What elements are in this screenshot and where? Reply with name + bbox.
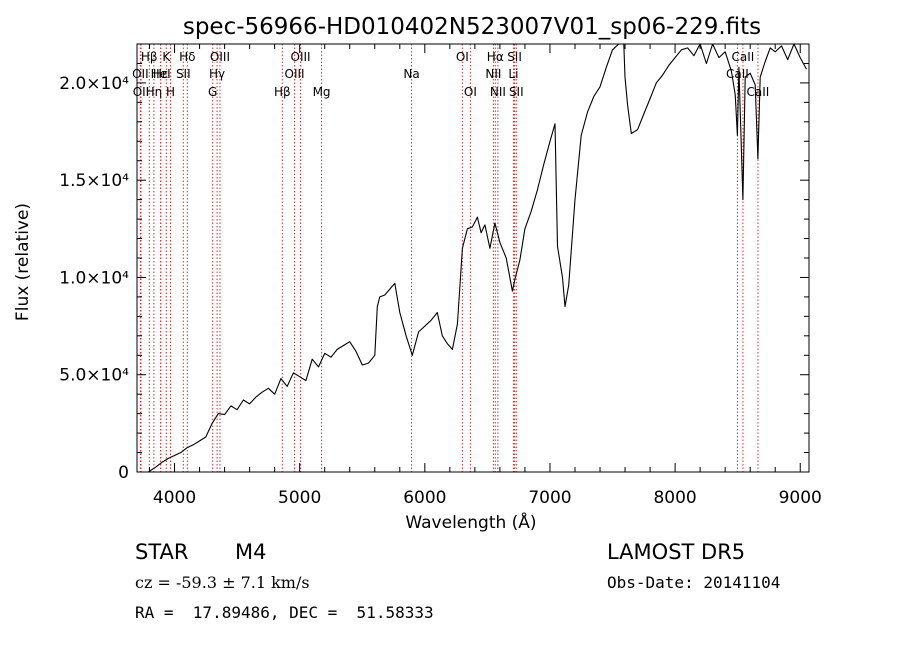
spectral-line-label: G	[208, 85, 217, 99]
object-class: STAR	[135, 540, 189, 564]
spectral-line-label: HeI	[151, 67, 171, 81]
spectral-line-label: OI	[456, 50, 469, 64]
chart-title: spec-56966-HD010402N523007V01_sp06-229.f…	[183, 14, 761, 40]
y-tick-label: 1.5×10⁴	[59, 171, 129, 191]
spectral-line-label: Hδ	[179, 50, 195, 64]
spectral-line-label: SII	[507, 50, 522, 64]
spectral-line-label: CaII	[732, 50, 755, 64]
obs-date: Obs-Date: 20141104	[607, 573, 781, 592]
spectral-line-label: OI	[464, 85, 477, 99]
y-axis-label: Flux (relative)	[13, 203, 33, 321]
y-tick-label: 0	[118, 463, 129, 483]
survey-name: LAMOST DR5	[607, 540, 746, 564]
spectral-line-label: OIII	[210, 50, 230, 64]
redshift-info: cz = -59.3 ± 7.1 km/s	[135, 573, 310, 592]
spectral-line-label: Hε	[153, 67, 169, 81]
spectral-line-label: NII	[490, 85, 506, 99]
y-tick-label: 2.0×10⁴	[59, 74, 129, 94]
spectral-line-label: OII	[132, 67, 149, 81]
spectrum-line	[147, 43, 807, 473]
spectral-line-label: Na	[403, 67, 419, 81]
x-tick-label: 4000	[153, 488, 196, 508]
spectral-line-label: Hα	[487, 50, 504, 64]
spectral-line-label: SII	[176, 67, 191, 81]
x-tick-label: 8000	[653, 488, 696, 508]
x-tick-label: 7000	[528, 488, 571, 508]
x-axis-label: Wavelength (Å)	[405, 511, 536, 533]
coordinates: RA = 17.89486, DEC = 51.58333	[135, 603, 434, 622]
spectral-line-label: Hβ	[274, 85, 291, 99]
x-tick-label: 9000	[779, 488, 822, 508]
spectral-line-label: K	[162, 50, 171, 64]
spectral-line-label: Hγ	[209, 67, 225, 81]
x-tick-label: 6000	[403, 488, 446, 508]
spectral-line-label: SII	[509, 85, 524, 99]
y-axis: 0 5.0×10⁴ 1.0×10⁴ 1.5×10⁴ 2.0×10⁴	[59, 43, 809, 483]
x-axis: 4000 5000 6000 7000 8000 9000	[149, 44, 822, 508]
y-tick-label: 5.0×10⁴	[59, 366, 129, 386]
spectral-line-markers	[139, 44, 759, 472]
object-subclass: M4	[235, 540, 267, 564]
spectral-line-label: Mg	[313, 85, 331, 99]
spectral-line-label: OIII	[285, 67, 305, 81]
x-tick-label: 5000	[278, 488, 321, 508]
spectral-line-label: OIII	[291, 50, 311, 64]
y-tick-label: 1.0×10⁴	[59, 268, 129, 288]
spectral-line-label: H	[166, 85, 175, 99]
spectral-line-label: Hβ	[141, 50, 158, 64]
spectral-line-label: CaII	[747, 85, 770, 99]
spectral-line-label: Hη	[146, 85, 163, 99]
spectral-line-label: Li	[508, 67, 518, 81]
spectral-line-label: NII	[485, 67, 501, 81]
